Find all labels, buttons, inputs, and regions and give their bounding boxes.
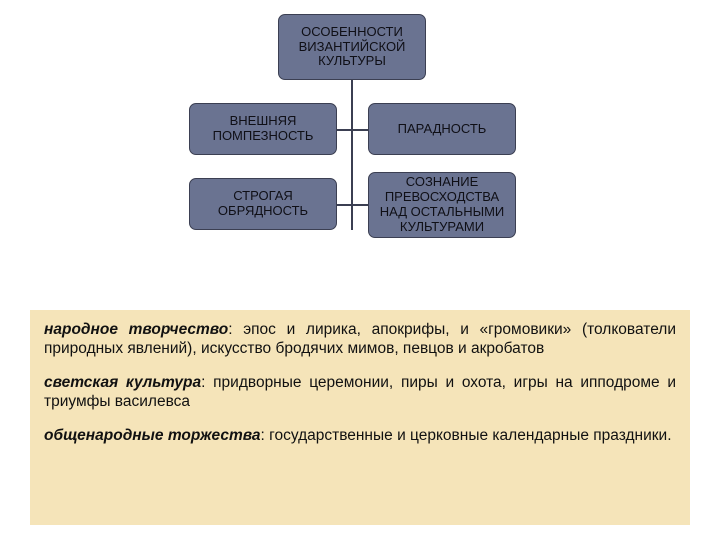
paragraph: общенародные торжества: государственные … <box>44 426 676 445</box>
node-left2: СТРОГАЯ ОБРЯДНОСТЬ <box>189 178 337 230</box>
node-label: ПАРАДНОСТЬ <box>398 122 487 137</box>
org-diagram: ОСОБЕННОСТИ ВИЗАНТИЙСКОЙ КУЛЬТУРЫ ВНЕШНЯ… <box>0 0 720 300</box>
node-right2: СОЗНАНИЕ ПРЕВОСХОДСТВА НАД ОСТАЛЬНЫМИ КУ… <box>368 172 516 238</box>
node-label: СОЗНАНИЕ ПРЕВОСХОДСТВА НАД ОСТАЛЬНЫМИ КУ… <box>375 175 509 235</box>
connector-row2 <box>337 204 368 206</box>
paragraph-rest: : государственные и церковные календарны… <box>261 427 672 444</box>
paragraph-lead: светская культура <box>44 374 201 391</box>
node-label: ВНЕШНЯЯ ПОМПЕЗНОСТЬ <box>196 114 330 144</box>
paragraph-lead: общенародные торжества <box>44 427 261 444</box>
node-right1: ПАРАДНОСТЬ <box>368 103 516 155</box>
paragraph-lead: народное творчество <box>44 321 228 338</box>
node-label: ОСОБЕННОСТИ ВИЗАНТИЙСКОЙ КУЛЬТУРЫ <box>285 25 419 70</box>
node-label: СТРОГАЯ ОБРЯДНОСТЬ <box>196 189 330 219</box>
connector-vertical <box>351 80 353 230</box>
paragraph: народное творчество: эпос и лирика, апок… <box>44 320 676 359</box>
connector-row1 <box>337 129 368 131</box>
paragraph: светская культура: придворные церемонии,… <box>44 373 676 412</box>
text-block: народное творчество: эпос и лирика, апок… <box>30 310 690 525</box>
node-root: ОСОБЕННОСТИ ВИЗАНТИЙСКОЙ КУЛЬТУРЫ <box>278 14 426 80</box>
node-left1: ВНЕШНЯЯ ПОМПЕЗНОСТЬ <box>189 103 337 155</box>
